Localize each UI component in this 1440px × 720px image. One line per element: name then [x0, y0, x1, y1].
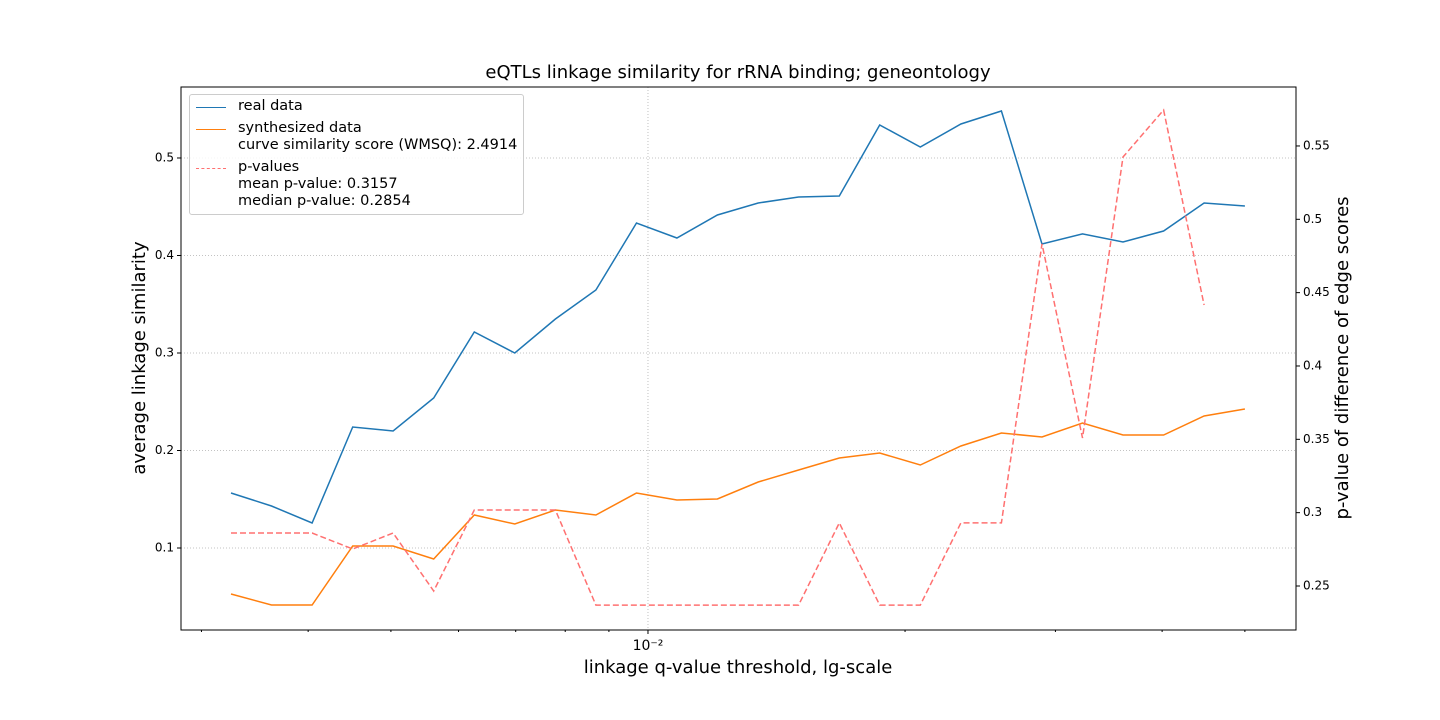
legend: real data synthesized data curve similari… [189, 94, 525, 215]
chart-title: eQTLs linkage similarity for rRNA bindin… [485, 62, 991, 83]
legend-entry: real data [196, 98, 517, 115]
y2-tick-label: 0.4 [1303, 358, 1322, 372]
series-line [230, 408, 1246, 606]
y-tick-label: 0.3 [155, 345, 174, 359]
y-tick-label: 0.4 [155, 248, 174, 262]
legend-swatch [196, 129, 226, 130]
series-line [231, 108, 1205, 606]
y2-axis-label: p-value of difference of edge scores [1332, 196, 1353, 519]
y-tick-label: 0.2 [155, 443, 174, 457]
legend-swatch [196, 168, 226, 169]
y2-tick-label: 0.5 [1303, 212, 1322, 226]
y-tick-label: 0.5 [155, 150, 174, 164]
y2-tick-label: 0.35 [1303, 432, 1330, 446]
y2-tick-label: 0.25 [1303, 578, 1330, 592]
y2-tick-label: 0.3 [1303, 505, 1322, 519]
x-axis-label: linkage q-value threshold, lg-scale [584, 657, 893, 678]
legend-label: real data [238, 98, 303, 114]
legend-label: synthesized data curve similarity score … [238, 120, 518, 153]
legend-swatch [196, 107, 226, 108]
legend-label: p-values mean p-value: 0.3157 median p-v… [238, 159, 411, 209]
x-tick-label: 10⁻² [633, 638, 664, 654]
series-line [230, 110, 1245, 524]
y-tick-label: 0.1 [155, 540, 174, 554]
y-axis-label: average linkage similarity [129, 241, 150, 475]
legend-entry: synthesized data curve similarity score … [196, 120, 517, 154]
plot-frame [180, 86, 1297, 631]
y2-tick-label: 0.45 [1303, 285, 1330, 299]
y2-tick-label: 0.55 [1303, 138, 1330, 152]
legend-entry: p-values mean p-value: 0.3157 median p-v… [196, 159, 517, 210]
